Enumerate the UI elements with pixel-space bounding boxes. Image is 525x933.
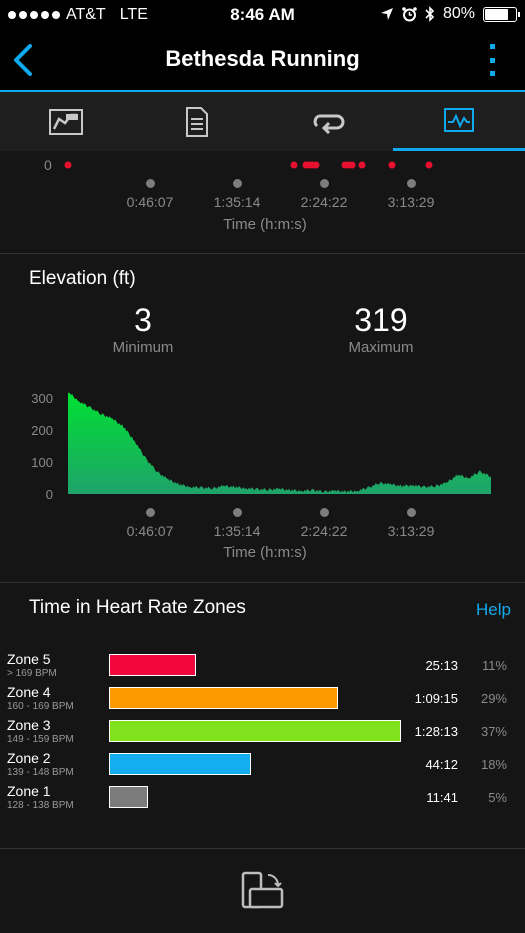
top-x-tick-label: 3:13:29 bbox=[387, 194, 435, 210]
zone-bar bbox=[109, 753, 251, 775]
chart-icon bbox=[444, 108, 474, 132]
footer-panel bbox=[0, 849, 525, 933]
elevation-title: Elevation (ft) bbox=[29, 268, 136, 289]
top-x-tick-dot bbox=[232, 179, 242, 188]
top-x-tick-label: 1:35:14 bbox=[213, 194, 261, 210]
hr-data-point bbox=[348, 161, 356, 169]
top-x-tick-dot bbox=[406, 179, 416, 188]
zone-time: 1:28:13 bbox=[414, 724, 458, 739]
location-arrow-icon bbox=[380, 8, 393, 20]
hr-data-point bbox=[388, 161, 396, 169]
elevation-chart: 0 100 200 300 bbox=[31, 391, 491, 502]
top-x-tick-dot bbox=[319, 179, 329, 188]
zone-bpm-range: 128 - 138 BPM bbox=[7, 800, 74, 811]
elevation-x-tick-label: 0:46:07 bbox=[126, 523, 174, 539]
hr-data-point bbox=[425, 161, 433, 169]
elevation-x-tick-dot bbox=[406, 508, 416, 517]
zone-name: Zone 5 bbox=[7, 651, 51, 667]
network-label: LTE bbox=[119, 6, 148, 23]
zone-bar bbox=[109, 654, 196, 676]
hr-zones-title: Time in Heart Rate Zones bbox=[29, 597, 246, 618]
zone-name: Zone 1 bbox=[7, 783, 51, 799]
heart-rate-chart-panel: 0 0:46:07 1:35:14 2:24:22 3:13:29 Time (h:m… bbox=[0, 151, 525, 253]
elevation-x-tick-label: 1:35:14 bbox=[213, 523, 261, 539]
zone-bar bbox=[109, 786, 148, 808]
elevation-x-tick-dot bbox=[145, 508, 155, 517]
zone-time: 11:41 bbox=[426, 790, 458, 805]
zone-bpm-range: > 169 BPM bbox=[7, 668, 57, 679]
zone-name: Zone 3 bbox=[7, 717, 51, 733]
alarm-icon bbox=[402, 6, 417, 21]
hr-zones-panel: Time in Heart Rate Zones Help Zone 5 > 16… bbox=[0, 583, 525, 848]
tab-bar bbox=[0, 90, 525, 151]
page-title: Bethesda Running bbox=[165, 46, 360, 71]
zone-percent: 29% bbox=[480, 691, 507, 706]
zone-percent: 5% bbox=[488, 790, 507, 805]
elevation-area bbox=[68, 392, 491, 494]
battery-icon bbox=[483, 6, 520, 22]
hr-data-point bbox=[312, 161, 320, 169]
zone-percent: 37% bbox=[480, 724, 507, 739]
hr-data-point bbox=[64, 161, 72, 169]
zone-bpm-range: 139 - 148 BPM bbox=[7, 767, 74, 778]
zone-bpm-range: 149 - 159 BPM bbox=[7, 734, 74, 745]
tab-laps[interactable] bbox=[262, 92, 393, 151]
chart-points bbox=[64, 161, 433, 169]
tab-details[interactable] bbox=[131, 92, 262, 151]
nav-bar: Bethesda Running bbox=[0, 30, 525, 90]
zone-percent: 11% bbox=[481, 658, 507, 673]
y-axis-tick-0: 0 bbox=[44, 157, 52, 173]
more-options-icon[interactable] bbox=[487, 44, 497, 76]
zone-bar bbox=[109, 687, 338, 709]
elevation-y-tick-label: 100 bbox=[31, 455, 53, 470]
elevation-x-tick-dot bbox=[319, 508, 329, 517]
battery-percent: 80% bbox=[442, 5, 475, 22]
status-right: 80% bbox=[380, 5, 520, 23]
elevation-panel: Elevation (ft) 3 Minimum 319 Maximum 0 10… bbox=[0, 254, 525, 582]
bluetooth-icon bbox=[425, 6, 435, 22]
elevation-y-tick-label: 300 bbox=[31, 391, 53, 406]
status-left: AT&T LTE bbox=[8, 6, 148, 24]
rotate-device-icon[interactable] bbox=[240, 871, 286, 911]
elevation-x-tick-label: 3:13:29 bbox=[387, 523, 435, 539]
zone-time: 25:13 bbox=[425, 658, 458, 673]
carrier-label: AT&T bbox=[66, 6, 106, 23]
zone-name: Zone 4 bbox=[7, 684, 51, 700]
elevation-max-label: Maximum bbox=[348, 339, 414, 356]
document-icon bbox=[185, 106, 208, 137]
signal-strength-icon bbox=[8, 11, 60, 19]
zone-bpm-range: 160 - 169 BPM bbox=[7, 701, 74, 712]
divider bbox=[0, 582, 525, 583]
hr-data-point bbox=[290, 161, 298, 169]
elevation-min-label: Minimum bbox=[112, 339, 174, 356]
elevation-max-value: 319 bbox=[354, 302, 408, 338]
zone-name: Zone 2 bbox=[7, 750, 51, 766]
elevation-min-value: 3 bbox=[134, 302, 152, 338]
tab-charts[interactable] bbox=[393, 92, 525, 151]
top-x-tick-label: 0:46:07 bbox=[126, 194, 174, 210]
top-x-tick-label: 2:24:22 bbox=[300, 194, 348, 210]
x-axis-title: Time (h:m:s) bbox=[223, 216, 307, 233]
elevation-x-tick-label: 2:24:22 bbox=[300, 523, 348, 539]
zone-time: 44:12 bbox=[425, 757, 458, 772]
laps-loop-icon bbox=[313, 114, 344, 134]
divider bbox=[0, 253, 525, 254]
divider bbox=[0, 848, 525, 849]
elevation-x-axis-title: Time (h:m:s) bbox=[223, 544, 307, 561]
elevation-y-tick-label: 200 bbox=[31, 423, 53, 438]
zone-percent: 18% bbox=[480, 757, 507, 772]
back-chevron-icon[interactable] bbox=[10, 42, 40, 78]
map-summary-icon bbox=[48, 108, 83, 135]
status-bar: AT&T LTE 8:46 AM 80% bbox=[0, 0, 525, 30]
hr-data-point bbox=[358, 161, 366, 169]
tab-summary[interactable] bbox=[0, 92, 131, 151]
help-link[interactable]: Help bbox=[476, 600, 511, 619]
elevation-y-tick-label: 0 bbox=[46, 487, 53, 502]
zone-bar bbox=[109, 720, 401, 742]
zone-time: 1:09:15 bbox=[414, 691, 458, 706]
status-time: 8:46 AM bbox=[230, 5, 295, 24]
elevation-x-tick-dot bbox=[232, 508, 242, 517]
top-x-tick-dot bbox=[145, 179, 155, 188]
